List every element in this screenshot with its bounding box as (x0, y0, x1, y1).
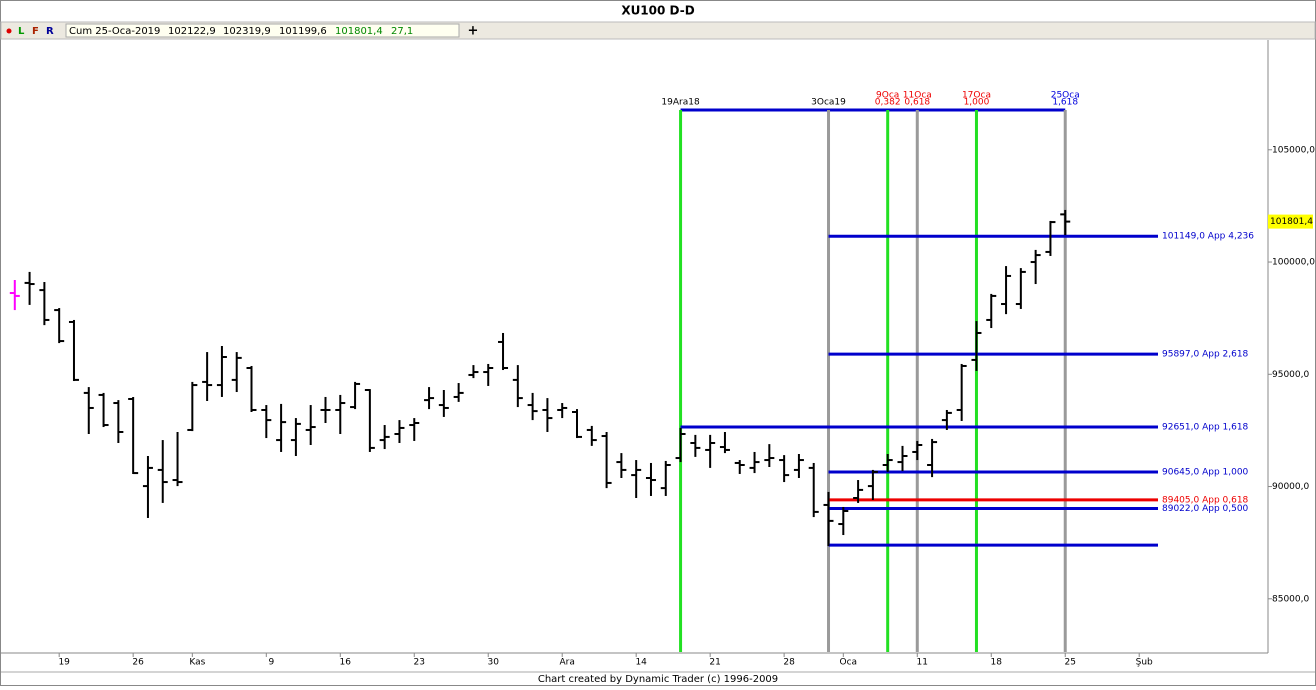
y-tick-label: 85000,0 (1272, 594, 1309, 604)
toolbar-button[interactable]: R (46, 26, 54, 37)
x-tick-label: 21 (709, 658, 720, 668)
window-title: XU100 D-D (621, 4, 694, 18)
y-tick-label: 95000,0 (1272, 370, 1309, 380)
x-tick-label: 18 (991, 658, 1003, 668)
x-tick-label: 11 (917, 658, 928, 668)
last-price-box (1268, 214, 1313, 229)
price-level-label: 92651,0 App 1,618 (1162, 423, 1249, 433)
toolbar-button[interactable]: F (32, 26, 39, 37)
time-label: 3Oca19 (811, 98, 846, 108)
x-tick-label: 16 (340, 658, 352, 668)
x-tick-label: 19 (58, 658, 70, 668)
time-label: 1,000 (964, 98, 990, 108)
time-label: 25Oca (1051, 91, 1080, 101)
quote-high: 102319,9 (223, 26, 271, 37)
footer-credit: Chart created by Dynamic Trader (c) 1996… (538, 674, 778, 685)
quote-box (65, 23, 460, 38)
x-tick-label: 14 (635, 658, 647, 668)
time-label: 0,618 (904, 98, 930, 108)
y-tick-label: 100000,0 (1272, 258, 1315, 268)
x-tick-label: Kas (189, 658, 205, 668)
time-label: 17Oca (962, 91, 991, 101)
price-level-label: 101149,0 App 4,236 (1162, 232, 1254, 242)
time-label: 11Oca (903, 91, 932, 101)
toolbar-button[interactable]: L (18, 26, 25, 37)
quote-close: 101801,4 (335, 26, 383, 37)
x-tick-label: 28 (783, 658, 795, 668)
add-button[interactable]: + (468, 24, 479, 39)
x-tick-label: 25 (1065, 658, 1076, 668)
x-tick-label: 23 (414, 658, 425, 668)
time-label: 9Oca (876, 91, 899, 101)
quote-date: Cum 25-Oca-2019 (69, 26, 160, 37)
price-level-label: 89405,0 App 0,618 (1162, 495, 1249, 505)
price-level-label: 89022,0 App 0,500 (1162, 504, 1249, 514)
x-tick-label: Oca (840, 658, 858, 668)
price-level-label: 95897,0 App 2,618 (1162, 350, 1249, 360)
x-tick-label: 9 (268, 658, 274, 668)
y-tick-label: 105000,0 (1272, 145, 1315, 155)
x-tick-label: 26 (132, 658, 144, 668)
x-tick-label: Ara (560, 658, 575, 668)
quote-change: 27,1 (391, 26, 413, 37)
status-dot (6, 28, 12, 34)
y-tick-label: 90000,0 (1272, 482, 1309, 492)
x-tick-label: Şub (1136, 658, 1153, 668)
quote-open: 102122,9 (168, 26, 216, 37)
x-tick-label: 30 (488, 658, 500, 668)
time-label: 1,618 (1052, 98, 1078, 108)
last-price-label: 101801,4 (1270, 217, 1313, 227)
price-level-label: 90645,0 App 1,000 (1162, 468, 1249, 478)
time-label: 0,382 (875, 98, 901, 108)
time-label: 19Ara18 (661, 98, 700, 108)
quote-low: 101199,6 (279, 26, 327, 37)
